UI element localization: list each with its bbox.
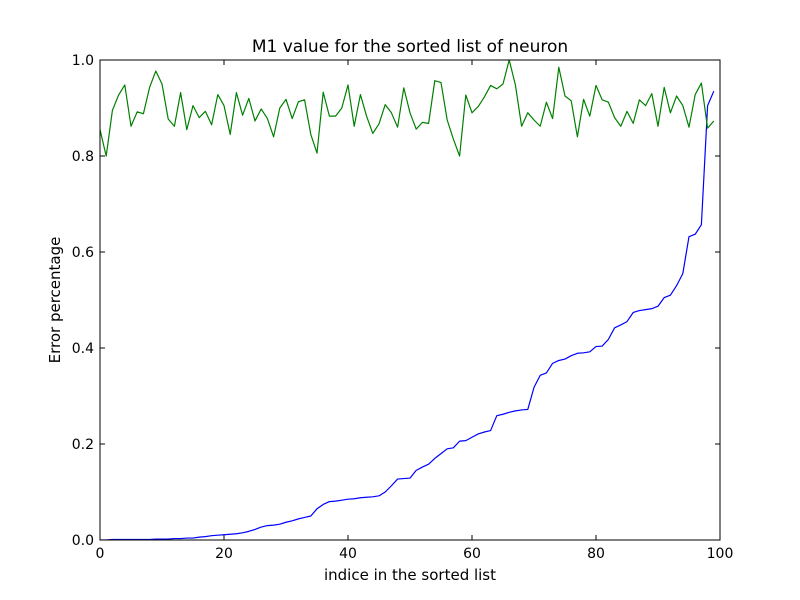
- x-axis-label: indice in the sorted list: [324, 566, 496, 584]
- x-tick-label: 100: [707, 546, 734, 562]
- y-tick-label: 0.4: [72, 341, 94, 357]
- y-tick-label: 1.0: [72, 53, 94, 69]
- x-tick-label: 40: [339, 546, 357, 562]
- y-tick-label: 0.6: [72, 245, 94, 261]
- series-line-2: [100, 60, 715, 157]
- x-tick-label: 60: [463, 546, 481, 562]
- chart-title: M1 value for the sorted list of neuron: [252, 37, 568, 57]
- x-tick-label: 0: [96, 546, 105, 562]
- y-axis-label: Error percentage: [46, 237, 64, 364]
- y-tick-label: 0.2: [72, 437, 94, 453]
- data-series: [100, 60, 715, 540]
- y-tick-label: 0.8: [72, 149, 94, 165]
- x-tick-label: 20: [215, 546, 233, 562]
- x-tick-label: 80: [587, 546, 605, 562]
- axis-ticks: 0 20 40 60 80 100 0.0 0.2 0.4 0.6 0.8 1.0: [72, 53, 734, 562]
- axes-frame: [99, 59, 721, 541]
- series-line-1: [100, 90, 715, 540]
- y-tick-label: 0.0: [72, 533, 94, 549]
